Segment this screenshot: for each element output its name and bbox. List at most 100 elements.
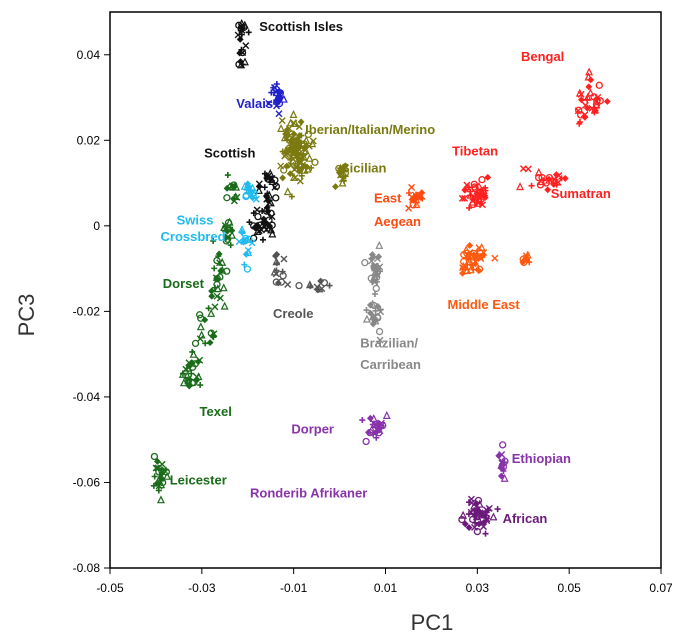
data-point — [289, 110, 298, 118]
data-point — [220, 301, 229, 310]
data-point — [263, 172, 270, 179]
data-point — [301, 162, 308, 169]
data-point — [206, 339, 214, 347]
group-labels: Scottish Isles Valais Iberian/Italian/Meri… — [161, 19, 611, 526]
data-point — [544, 186, 552, 194]
data-point — [228, 227, 236, 235]
data-point — [250, 210, 257, 217]
data-point — [528, 182, 535, 189]
data-point — [223, 194, 231, 202]
data-point — [337, 165, 344, 172]
data-point — [373, 255, 381, 263]
data-point — [585, 83, 593, 91]
data-point — [516, 182, 525, 191]
y-axis-title: PC3 — [14, 294, 39, 337]
data-point — [361, 259, 369, 267]
data-point — [362, 314, 371, 323]
data-point — [239, 49, 247, 57]
data-point — [150, 482, 157, 489]
data-point — [464, 254, 472, 262]
data-point — [522, 252, 530, 260]
y-tick-label: -0.08 — [73, 561, 101, 575]
data-point — [300, 140, 308, 148]
data-point — [242, 192, 250, 201]
data-point — [273, 260, 280, 267]
data-point — [326, 282, 333, 289]
data-point — [211, 265, 218, 272]
y-tick-label: -0.04 — [73, 390, 101, 404]
data-point — [578, 96, 585, 104]
data-point — [227, 242, 234, 249]
data-point — [484, 507, 491, 514]
data-point — [367, 309, 374, 317]
data-point — [461, 520, 469, 528]
data-point — [498, 451, 506, 459]
data-point — [472, 255, 480, 263]
data-point — [376, 427, 384, 435]
group-label: Ethiopian — [512, 451, 571, 466]
y-tick-label: 0 — [93, 219, 100, 233]
group-label: Sumatran — [551, 186, 611, 201]
data-point — [340, 177, 347, 184]
data-point — [273, 250, 281, 258]
data-point — [263, 220, 271, 228]
data-point — [470, 523, 478, 531]
data-point — [272, 278, 280, 286]
data-point — [279, 272, 287, 280]
data-point — [275, 110, 283, 118]
data-point — [371, 268, 380, 277]
data-point — [468, 499, 476, 507]
data-point — [592, 100, 601, 109]
data-point — [482, 530, 489, 537]
data-point — [179, 378, 188, 387]
data-point — [479, 185, 488, 194]
data-point — [534, 167, 543, 176]
data-point — [309, 137, 317, 145]
data-point — [587, 76, 595, 84]
data-point — [304, 130, 312, 139]
data-point — [577, 111, 585, 119]
data-point — [250, 189, 258, 197]
data-point — [265, 190, 274, 199]
data-point — [475, 520, 483, 528]
data-point — [272, 270, 280, 278]
data-point — [153, 479, 161, 487]
data-point — [499, 441, 507, 449]
data-point — [279, 94, 288, 103]
data-point — [238, 31, 245, 38]
data-point — [273, 267, 280, 274]
data-point — [408, 193, 416, 201]
data-point — [371, 317, 379, 325]
data-point — [466, 204, 473, 211]
data-point — [283, 162, 291, 170]
data-point — [489, 512, 498, 521]
data-point — [294, 152, 302, 160]
data-point — [409, 201, 417, 209]
data-point — [581, 101, 589, 109]
data-point — [257, 226, 265, 234]
data-point — [188, 363, 197, 371]
data-point — [191, 339, 200, 348]
data-point — [213, 292, 221, 300]
group-label: Carribean — [360, 357, 421, 372]
data-point — [235, 21, 243, 29]
data-point — [155, 487, 162, 494]
data-point — [500, 461, 507, 468]
data-point — [478, 176, 486, 184]
data-point — [370, 263, 378, 272]
data-point — [332, 183, 339, 191]
data-point — [216, 273, 224, 281]
data-point — [290, 119, 298, 127]
data-point — [554, 178, 562, 186]
data-point — [272, 88, 281, 97]
data-point — [156, 495, 165, 504]
data-point — [461, 186, 469, 194]
data-point — [194, 358, 202, 366]
data-point — [182, 365, 190, 373]
data-point — [151, 473, 158, 480]
data-point — [595, 81, 603, 89]
data-point — [591, 109, 598, 116]
data-point — [245, 235, 253, 243]
data-point — [246, 219, 253, 226]
